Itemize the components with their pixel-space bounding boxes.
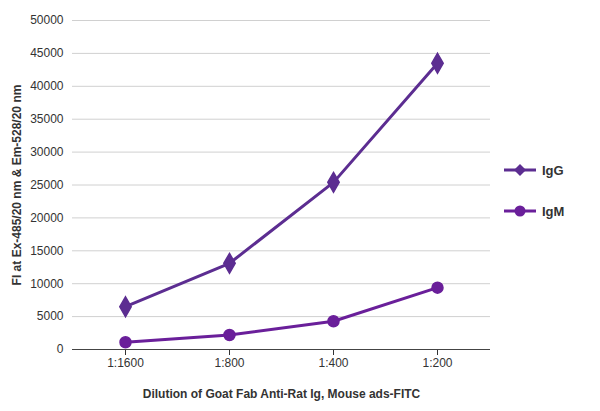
svg-text:35000: 35000 — [30, 112, 64, 126]
svg-text:Dilution of Goat Fab Anti-Rat: Dilution of Goat Fab Anti-Rat Ig, Mouse … — [143, 387, 421, 401]
svg-text:5000: 5000 — [37, 309, 64, 323]
svg-text:1:400: 1:400 — [318, 356, 348, 370]
svg-text:FI at Ex-485/20 nm & Em-528/20: FI at Ex-485/20 nm & Em-528/20 nm — [10, 85, 24, 286]
svg-text:40000: 40000 — [30, 79, 64, 93]
svg-text:1:800: 1:800 — [214, 356, 244, 370]
svg-text:15000: 15000 — [30, 244, 64, 258]
svg-text:20000: 20000 — [30, 211, 64, 225]
html-text:IgG: IgG — [542, 162, 564, 178]
svg-text:30000: 30000 — [30, 145, 64, 159]
svg-text:0: 0 — [57, 342, 64, 356]
html-text:IgM: IgM — [542, 203, 565, 219]
svg-text:25000: 25000 — [30, 178, 64, 192]
svg-text:10000: 10000 — [30, 277, 64, 291]
svg-text:50000: 50000 — [30, 13, 64, 27]
svg-text:1:1600: 1:1600 — [107, 356, 144, 370]
svg-text:45000: 45000 — [30, 46, 64, 60]
svg-text:1:200: 1:200 — [422, 356, 452, 370]
